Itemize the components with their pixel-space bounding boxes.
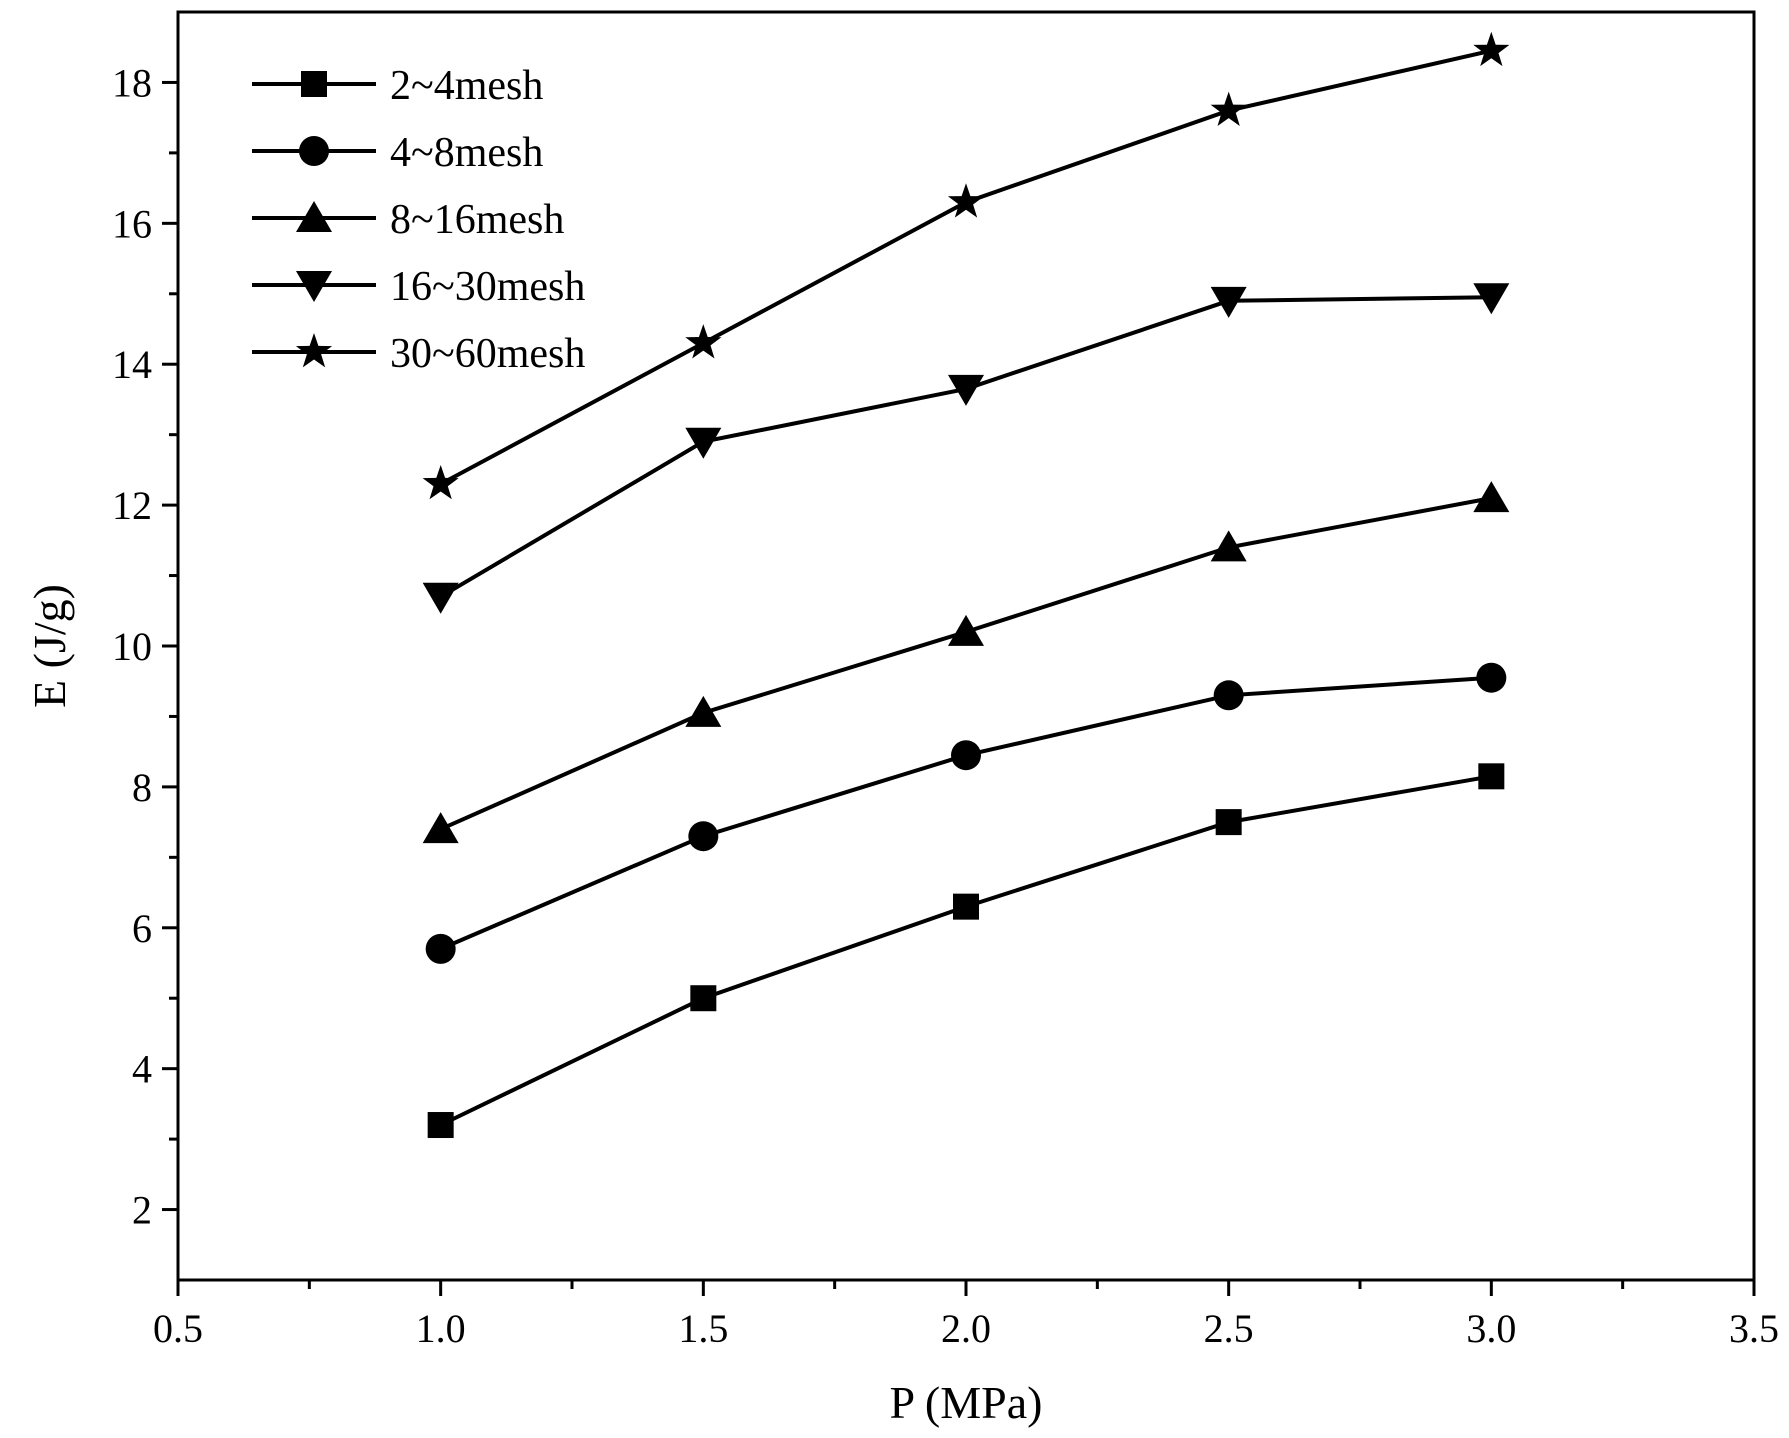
series-line bbox=[439, 496, 1492, 832]
legend-marker bbox=[296, 271, 332, 302]
series-2~4mesh bbox=[427, 763, 1505, 1139]
data-point bbox=[685, 695, 722, 727]
series-8~16mesh bbox=[422, 481, 1510, 844]
legend-label: 4~8mesh bbox=[390, 130, 543, 176]
y-tick-label: 14 bbox=[112, 342, 152, 387]
data-point bbox=[1210, 91, 1247, 126]
x-axis-label: P (MPa) bbox=[890, 1377, 1043, 1428]
data-point bbox=[685, 324, 722, 359]
series-30~60mesh bbox=[422, 31, 1510, 500]
series-layer bbox=[422, 31, 1510, 1139]
x-tick-label: 1.0 bbox=[416, 1306, 466, 1351]
y-tick-label: 10 bbox=[112, 624, 152, 669]
x-tick-label: 2.0 bbox=[941, 1306, 991, 1351]
legend-label: 8~16mesh bbox=[390, 197, 564, 243]
data-point bbox=[953, 893, 979, 920]
data-point bbox=[1476, 662, 1507, 693]
data-point bbox=[947, 183, 985, 218]
series-16~30mesh bbox=[422, 283, 1510, 614]
data-point bbox=[1473, 481, 1510, 513]
y-tick-label: 2 bbox=[132, 1188, 152, 1233]
legend: 2~4mesh 4~8mesh 8~16mesh 16~30mesh 30~60mesh bbox=[252, 63, 585, 377]
series-line bbox=[439, 295, 1492, 599]
data-point bbox=[1213, 680, 1244, 711]
data-point bbox=[1473, 31, 1510, 67]
y-axis: 2 4 6 8 10 12 14 16 18 bbox=[112, 60, 178, 1233]
data-point bbox=[690, 985, 717, 1012]
series-4~8mesh bbox=[425, 662, 1507, 964]
legend-label: 16~30mesh bbox=[390, 264, 585, 310]
y-tick-label: 8 bbox=[132, 765, 152, 810]
legend-item: 8~16mesh bbox=[252, 197, 564, 243]
legend-marker bbox=[299, 136, 329, 166]
series-line bbox=[439, 48, 1492, 486]
legend-marker bbox=[301, 71, 327, 97]
y-tick-label: 6 bbox=[132, 906, 152, 951]
legend-marker bbox=[295, 333, 333, 368]
legend-item: 4~8mesh bbox=[252, 130, 543, 176]
x-tick-label: 2.5 bbox=[1204, 1306, 1254, 1351]
x-tick-label: 3.5 bbox=[1729, 1306, 1779, 1351]
y-tick-label: 16 bbox=[112, 201, 152, 246]
y-tick-label: 12 bbox=[112, 483, 152, 528]
x-tick-label: 3.0 bbox=[1466, 1306, 1516, 1351]
legend-marker bbox=[296, 201, 332, 232]
legend-item: 16~30mesh bbox=[252, 264, 585, 310]
data-point bbox=[1215, 809, 1242, 836]
data-point bbox=[688, 821, 719, 852]
data-point bbox=[685, 427, 722, 459]
x-tick-label: 0.5 bbox=[153, 1306, 203, 1351]
legend-item: 2~4mesh bbox=[252, 63, 543, 109]
data-point bbox=[422, 582, 459, 614]
data-point bbox=[951, 740, 981, 771]
x-tick-label: 1.5 bbox=[678, 1306, 728, 1351]
series-line bbox=[439, 774, 1492, 1127]
data-point bbox=[948, 614, 984, 646]
data-point bbox=[948, 374, 984, 406]
data-point bbox=[422, 465, 459, 500]
y-axis-label: E (J/g) bbox=[24, 584, 75, 708]
y-tick-label: 18 bbox=[112, 60, 152, 105]
legend-label: 30~60mesh bbox=[390, 331, 585, 377]
data-point bbox=[425, 933, 456, 964]
data-point bbox=[427, 1112, 454, 1139]
y-tick-label: 4 bbox=[132, 1047, 152, 1092]
data-point bbox=[1210, 530, 1247, 562]
data-point bbox=[1478, 763, 1505, 790]
data-point bbox=[1210, 286, 1247, 318]
legend-item: 30~60mesh bbox=[252, 331, 585, 377]
data-point bbox=[1473, 283, 1510, 315]
x-axis: 0.5 1.0 1.5 2.0 2.5 3.0 3.5 bbox=[153, 1280, 1779, 1351]
data-point bbox=[422, 812, 459, 844]
legend-label: 2~4mesh bbox=[390, 63, 543, 109]
